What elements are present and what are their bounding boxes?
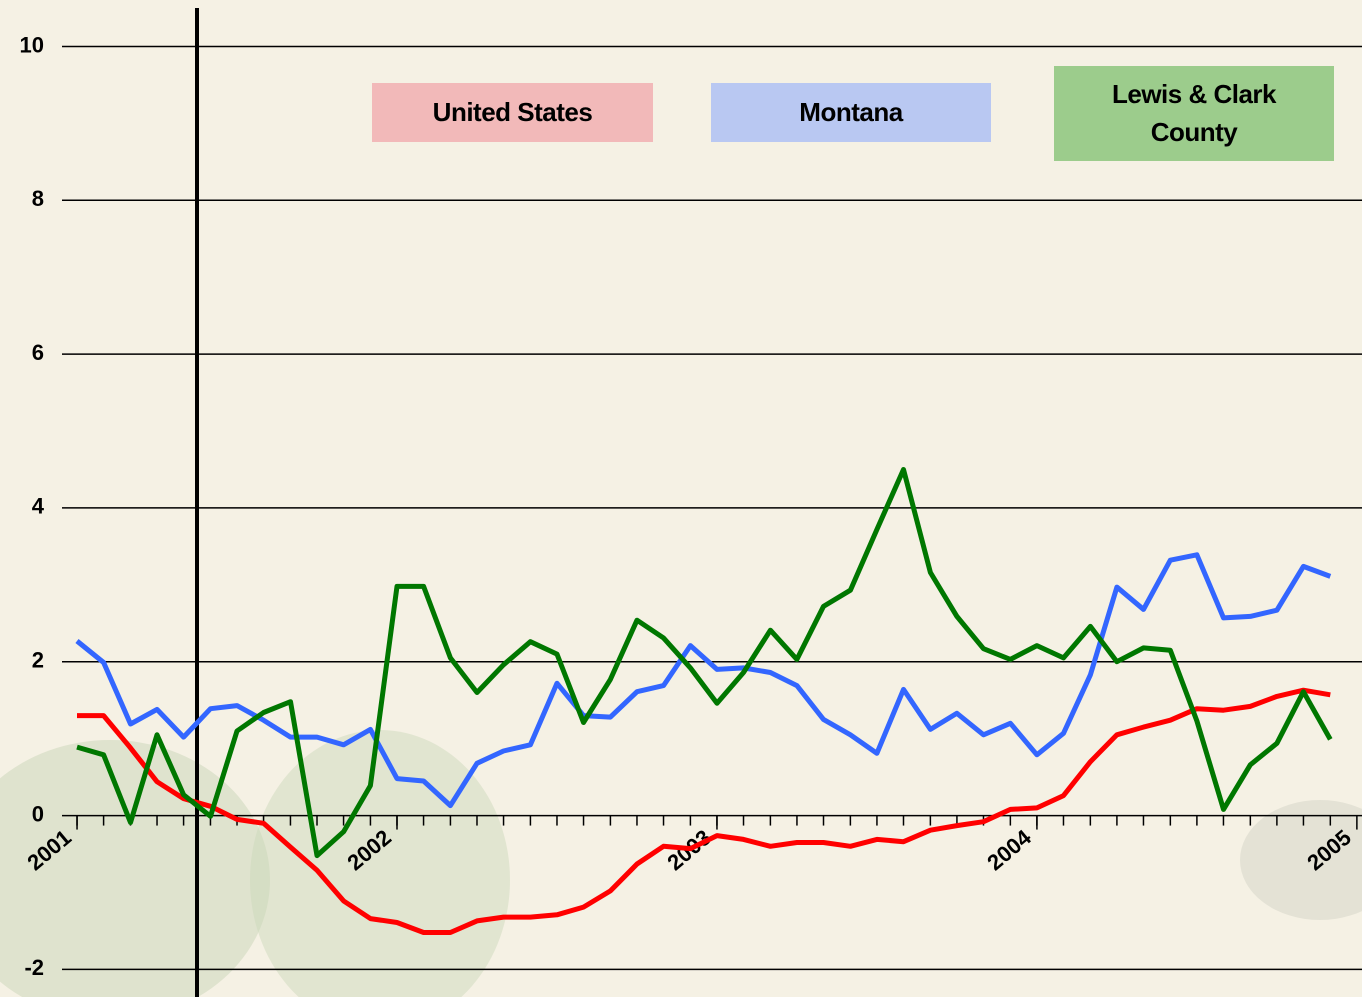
series-line — [77, 687, 1331, 935]
y-tick-label: 10 — [20, 32, 44, 57]
y-tick-label: -2 — [24, 955, 44, 980]
legend-item: Lewis & Clark County — [1054, 66, 1334, 161]
y-tick-label: 2 — [32, 648, 44, 673]
y-tick-label: 6 — [32, 340, 44, 365]
series-line — [76, 467, 1333, 859]
y-tick-label: 0 — [32, 801, 44, 826]
y-tick-label: 4 — [32, 494, 45, 519]
x-tick-label: 2004 — [982, 824, 1036, 875]
legend-item: United States — [372, 83, 653, 142]
background-decoration — [1240, 800, 1362, 920]
legend-item: Montana — [711, 83, 991, 142]
series-line — [75, 552, 1332, 809]
series-lines — [75, 467, 1333, 935]
y-tick-label: 8 — [32, 186, 44, 211]
